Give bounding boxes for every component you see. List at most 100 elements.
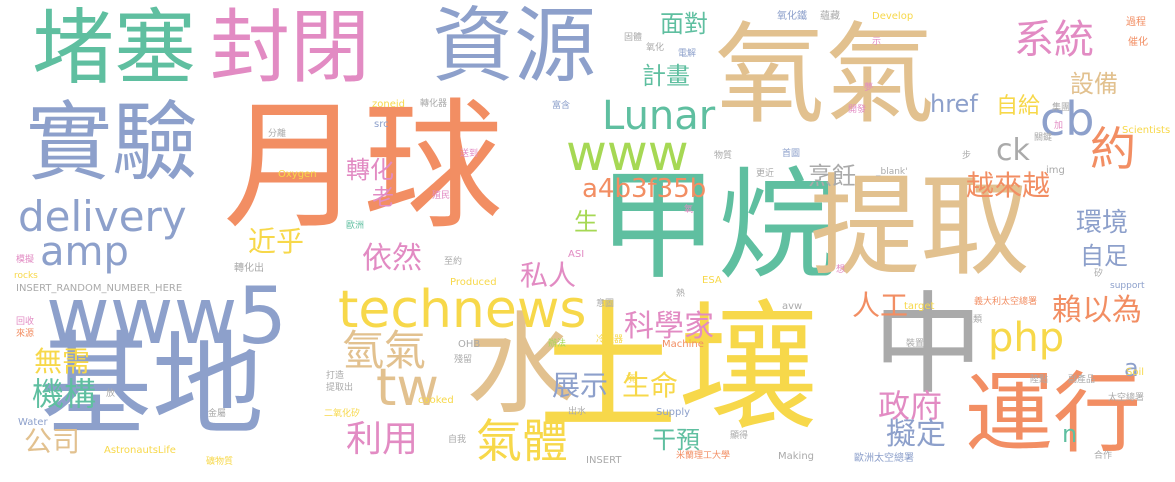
cloud-word: 副產品 <box>1068 375 1096 385</box>
cloud-word: 冷凝器 <box>596 335 624 345</box>
cloud-word: 至約 <box>444 257 463 267</box>
cloud-word: 固體 <box>624 33 643 43</box>
cloud-word: 顯得 <box>730 431 749 441</box>
cloud-word: 義大利太空總署 <box>974 297 1038 307</box>
cloud-word: 金屬 <box>208 409 227 419</box>
cloud-word: 二氧化矽 <box>324 409 361 419</box>
cloud-word: support <box>1110 281 1145 291</box>
cloud-word: 提取出 <box>326 383 354 393</box>
cloud-word: 轉化器 <box>420 99 448 109</box>
cloud-word: 歐洲太空總署 <box>854 453 914 464</box>
cloud-word: 基地 <box>40 321 264 451</box>
cloud-word: 土壤 <box>538 288 819 451</box>
cloud-word: Soil <box>1126 367 1145 378</box>
cloud-word: 電解 <box>678 49 697 59</box>
cloud-word: 殘留 <box>454 355 473 365</box>
cloud-word: 堵塞 <box>32 1 197 96</box>
cloud-word: zoneid <box>372 99 405 110</box>
cloud-word: 運行 <box>965 362 1142 465</box>
cloud-word: 歐洲 <box>346 221 365 231</box>
cloud-word: Making <box>778 451 815 462</box>
cloud-word: Develop <box>872 11 914 22</box>
cloud-word: 人類 <box>964 315 983 325</box>
cloud-word: amp <box>40 229 129 275</box>
cloud-word: 太空總署 <box>1108 393 1145 403</box>
cloud-word: www5 <box>46 272 288 362</box>
cloud-word: 夢 <box>864 83 874 93</box>
cloud-word: 烹飪 <box>808 162 856 190</box>
cloud-word: 來源 <box>16 329 35 339</box>
cloud-word: 米蘭理工大學 <box>676 451 731 461</box>
cloud-word: Machine <box>662 339 704 350</box>
cloud-word: 展示 <box>552 369 609 402</box>
cloud-word: 首圖 <box>782 149 801 159</box>
cloud-word: 更近 <box>756 169 775 179</box>
cloud-word: 環境 <box>1076 208 1129 238</box>
cloud-word: 想 <box>836 265 846 275</box>
cloud-word: AstronautsLife <box>104 445 176 456</box>
cloud-word: delivery <box>18 192 187 241</box>
cloud-word: 氧化 <box>646 43 665 53</box>
cloud-word: 甲烷 <box>598 157 838 296</box>
cloud-word: 富含 <box>552 101 571 111</box>
cloud-word: href <box>930 90 978 118</box>
cloud-word: 示 <box>872 37 882 47</box>
cloud-word: 放 <box>106 389 116 399</box>
cloud-word: rocks <box>14 271 38 281</box>
cloud-word: 提取 <box>810 163 1030 291</box>
cloud-word: 關鍵 <box>1034 133 1053 143</box>
cloud-word: 合作 <box>1094 451 1113 461</box>
cloud-word: 項 <box>626 375 636 385</box>
cloud-word: 催化 <box>1128 37 1148 48</box>
cloud-word: 擬定 <box>886 417 946 452</box>
cloud-word: 陸點 <box>1030 375 1049 385</box>
cloud-word: 礦物質 <box>206 457 234 467</box>
cloud-word: 出水 <box>568 407 587 417</box>
cloud-word: INSERT_RANDOM_NUMBER_HERE <box>16 283 183 294</box>
cloud-word: 約 <box>1090 122 1136 176</box>
cloud-word: technews <box>338 280 587 340</box>
cloud-word: 過程 <box>1126 17 1146 28</box>
cloud-word: www <box>566 124 689 182</box>
cloud-word: _blank' <box>876 167 908 177</box>
cloud-word: 打造 <box>326 371 345 381</box>
cloud-word: 步 <box>962 151 972 161</box>
cloud-word: 近乎 <box>248 225 305 258</box>
cloud-word: ck <box>996 133 1030 168</box>
cloud-word: 送到 <box>460 149 479 159</box>
cloud-word: 集團 <box>1052 103 1071 113</box>
cloud-word: img <box>1046 165 1065 176</box>
cloud-word: avw <box>782 301 803 312</box>
cloud-word: n <box>1062 420 1078 448</box>
cloud-word: Produced <box>450 277 497 288</box>
cloud-word: ASI <box>568 249 585 260</box>
cloud-word: 生 <box>574 208 598 236</box>
cloud-word: cooked <box>418 395 454 406</box>
cloud-word: 資源 <box>432 0 597 94</box>
cloud-word: 氧化鐵 <box>777 11 807 22</box>
cloud-word: 開發 <box>848 105 867 115</box>
cloud-word: 機構 <box>32 375 97 413</box>
cloud-word: 回收 <box>16 317 35 327</box>
cloud-word: ESA <box>702 275 722 286</box>
cloud-word: 氣體 <box>476 414 568 468</box>
cloud-word: 老 <box>372 186 395 211</box>
cloud-word: 公司 <box>24 425 81 458</box>
cloud-word: 生命 <box>622 369 679 402</box>
cloud-word: 殖民 <box>432 191 451 201</box>
cloud-word: 人工 <box>852 289 909 322</box>
cloud-word: 利用 <box>346 419 419 460</box>
cloud-word: tw <box>376 358 439 418</box>
cloud-word: 裝置 <box>906 339 925 349</box>
cloud-word: 自給 <box>996 94 1041 119</box>
cloud-word: 依然 <box>362 241 422 276</box>
cloud-word: INSERT <box>586 455 622 466</box>
cloud-word: 賴以為 <box>1052 293 1142 328</box>
cloud-word: 自足 <box>1080 242 1128 270</box>
cloud-word: 私人 <box>520 259 577 292</box>
cloud-word: 辦法 <box>548 339 567 349</box>
cloud-word: 干預 <box>652 426 700 454</box>
cloud-word: 加 <box>1054 121 1064 131</box>
cloud-word: Scientists <box>1122 125 1171 136</box>
